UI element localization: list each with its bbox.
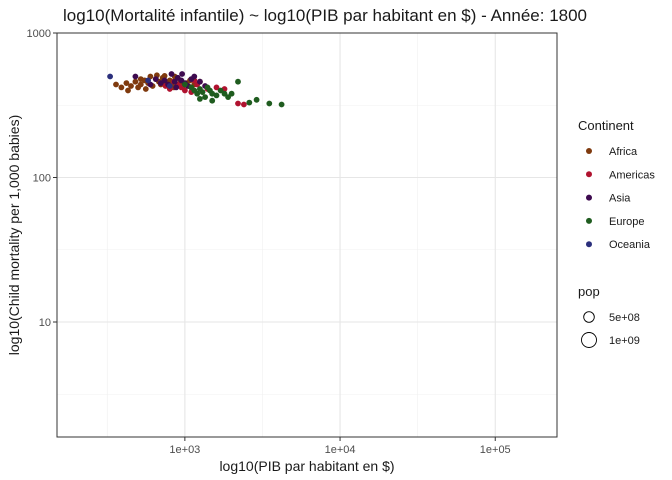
data-point-africa — [142, 86, 149, 92]
legend-pop-entries: 5e+08 1e+09 — [581, 311, 640, 348]
legend-size-key — [583, 311, 595, 323]
data-point-europe — [217, 87, 224, 94]
data-point-americas — [213, 84, 220, 91]
legend-continent-entries: Africa Americas Asia Europe Oceania — [586, 146, 655, 251]
y-tick-label: 10 — [39, 317, 51, 329]
data-point-europe — [194, 90, 201, 97]
data-point-africa — [118, 84, 125, 91]
data-point-africa — [123, 80, 130, 86]
plot-panel-border — [56, 32, 558, 438]
data-point-africa — [125, 87, 131, 94]
x-tick-label: 1e+05 — [480, 444, 511, 456]
x-tick-label: 1e+03 — [169, 444, 200, 456]
data-point-africa — [137, 76, 144, 82]
data-point-oceania — [145, 77, 152, 84]
legend-label-oceania: Oceania — [609, 239, 651, 251]
data-point-asia — [168, 71, 175, 77]
data-point-europe — [221, 90, 228, 97]
data-point-europe — [213, 92, 220, 99]
data-point-europe — [202, 94, 209, 100]
data-point-asia — [179, 71, 186, 77]
data-point-europe — [209, 97, 216, 104]
data-point-americas — [241, 101, 247, 108]
x-axis-ticks: 1e+03 1e+04 1e+05 — [169, 437, 511, 456]
data-point-europe — [199, 89, 206, 95]
data-point-oceania — [107, 73, 113, 80]
data-point-oceania — [166, 83, 173, 89]
data-point-europe — [246, 99, 253, 106]
legend-size-label: 5e+08 — [609, 312, 640, 324]
legend-label-americas: Americas — [609, 169, 655, 181]
legend-key-americas — [586, 171, 592, 178]
legend-key-oceania — [586, 241, 592, 248]
data-point-europe — [266, 100, 273, 107]
legend-key-europe — [586, 217, 592, 224]
y-axis-ticks: 10 100 1000 — [27, 28, 57, 329]
legend-size-label: 1e+09 — [609, 335, 640, 347]
data-point-asia — [152, 76, 159, 82]
data-point-europe — [197, 96, 203, 102]
data-point-asia — [197, 78, 203, 85]
legend-label-asia: Asia — [609, 193, 631, 205]
data-point-africa — [161, 73, 168, 79]
data-point-asia — [191, 73, 198, 80]
data-point-africa — [132, 78, 139, 85]
legend-key-africa — [586, 148, 592, 154]
data-point-europe — [182, 81, 188, 88]
data-point-europe — [228, 90, 235, 97]
x-axis-label: log10(PIB par habitant en $) — [219, 458, 394, 474]
data-point-asia — [161, 77, 168, 84]
data-point-asia — [171, 78, 178, 85]
x-tick-label: 1e+04 — [325, 444, 356, 456]
legend-title-continent: Continent — [578, 118, 634, 133]
legend-label-africa: Africa — [609, 146, 638, 158]
data-point-europe — [278, 101, 285, 108]
data-points — [107, 71, 285, 108]
y-axis-label: log10(Child mortality per 1,000 babies) — [6, 115, 22, 355]
y-tick-label: 1000 — [27, 28, 51, 40]
data-point-europe — [235, 78, 241, 85]
y-tick-label: 100 — [33, 172, 51, 184]
data-point-americas — [182, 87, 188, 94]
data-point-americas — [235, 100, 241, 107]
legend-key-asia — [586, 194, 592, 201]
data-point-africa — [113, 81, 119, 88]
legend-label-europe: Europe — [609, 216, 644, 228]
chart-title: log10(Mortalité infantile) ~ log10(PIB p… — [63, 6, 587, 25]
data-point-europe — [253, 96, 260, 103]
data-point-asia — [173, 84, 180, 91]
data-point-africa — [137, 81, 144, 88]
legend-title-pop: pop — [578, 284, 600, 299]
plot-panel — [57, 33, 557, 437]
data-point-asia — [132, 73, 139, 80]
legend: Continent Africa Americas Asia Europe Oceani… — [578, 118, 655, 348]
data-point-africa — [128, 83, 134, 89]
legend-size-key — [581, 332, 597, 348]
